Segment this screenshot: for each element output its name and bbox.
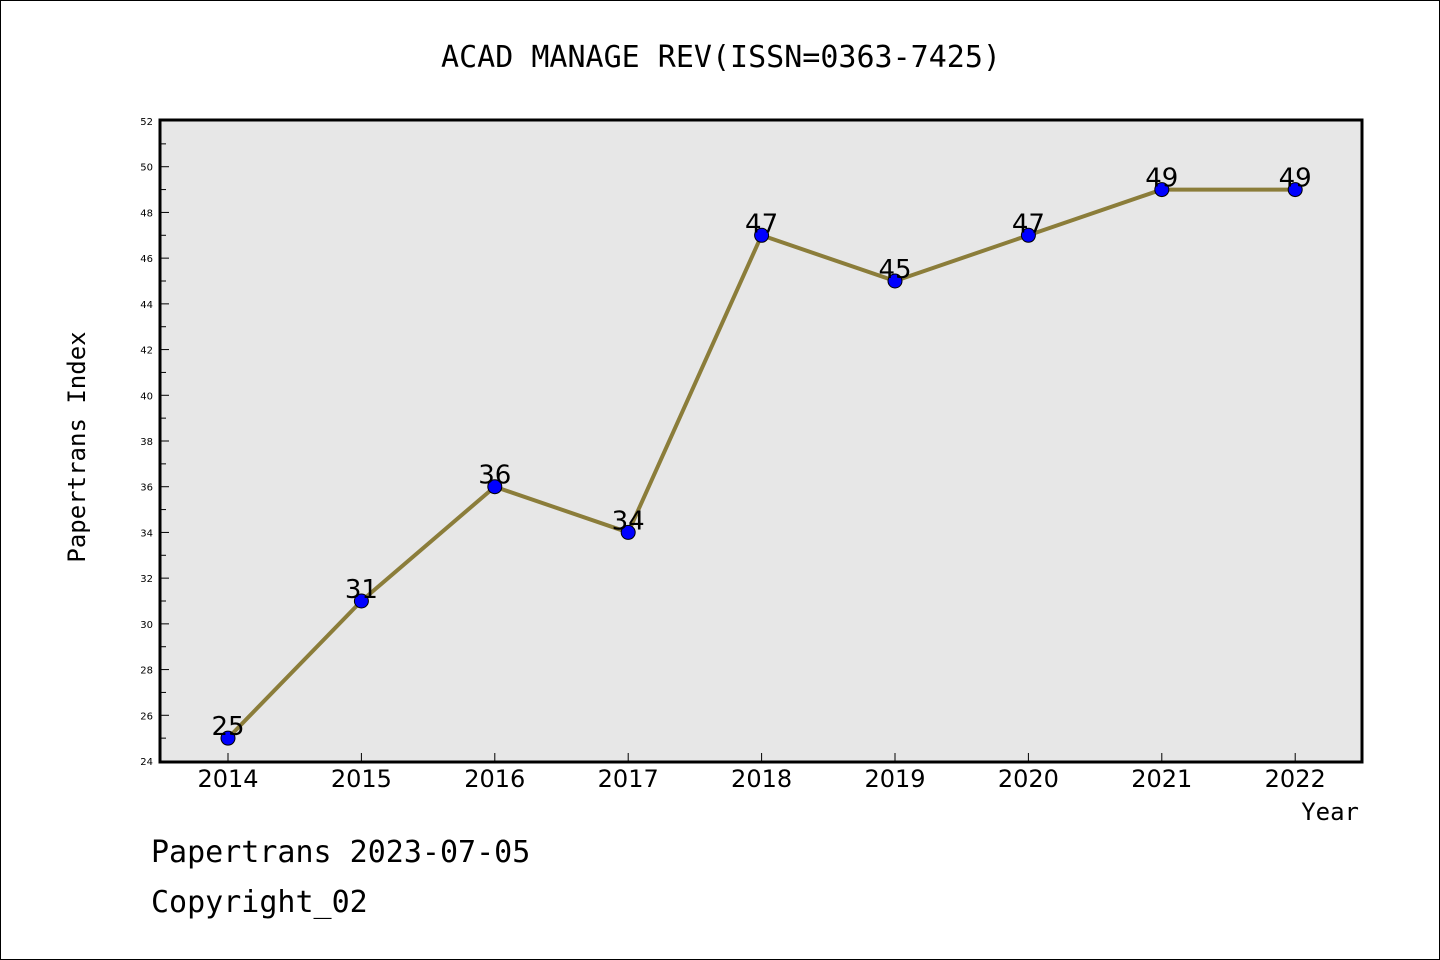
y-tick-label: 48 [140,208,153,219]
x-tick-label: 2021 [1131,765,1192,793]
y-tick-label: 24 [140,757,153,768]
data-point [754,227,770,243]
y-tick-label: 28 [140,666,153,677]
data-label: 45 [878,255,911,285]
data-point [220,730,236,746]
x-tick-label: 2022 [1265,765,1326,793]
y-axis-label: Papertrans Index [63,331,91,562]
y-tick-label: 30 [140,620,153,631]
y-axis-ticks: 24 26 28 30 32 34 36 38 40 42 44 46 48 50 52 [140,117,169,768]
data-point [1287,182,1303,198]
y-tick-label: 38 [140,437,153,448]
data-point [1020,227,1036,243]
x-tick-label: 2015 [331,765,392,793]
data-label: 49 [1279,164,1312,194]
data-label: 47 [1012,209,1045,239]
data-label: 31 [345,575,378,605]
data-label: 25 [211,712,244,742]
data-point [487,479,503,495]
data-point [620,524,636,540]
footer-copyright: Copyright_02 [151,885,368,920]
data-point [353,593,369,609]
y-tick-label: 40 [140,391,153,402]
y-tick-label: 42 [140,346,153,357]
y-tick-label: 34 [140,528,153,539]
y-tick-label: 32 [140,574,153,585]
x-axis-label: Year [1301,798,1359,826]
data-label: 34 [612,506,645,536]
y-tick-label: 52 [140,117,153,128]
chart-title: ACAD MANAGE REV(ISSN=0363-7425) [441,40,1001,75]
data-labels-group: 25 31 36 34 47 45 47 49 49 [211,164,1311,743]
series-group [220,182,1303,746]
x-axis-ticks: 2014 2015 2016 2017 2018 2019 2020 2021 2022 [197,753,1326,793]
plot-area [158,118,1364,764]
x-tick-label: 2014 [197,765,258,793]
data-point [887,273,903,289]
footer-date: Papertrans 2023-07-05 [151,835,531,870]
y-tick-label: 26 [140,711,153,722]
data-point [1154,182,1170,198]
x-tick-label: 2018 [731,765,792,793]
x-tick-label: 2017 [598,765,659,793]
x-tick-label: 2016 [464,765,525,793]
x-tick-label: 2020 [998,765,1059,793]
data-label: 36 [478,461,511,491]
data-label: 47 [745,209,778,239]
y-tick-label: 36 [140,483,153,494]
y-tick-label: 50 [140,163,153,174]
y-tick-label: 44 [140,300,153,311]
data-label: 49 [1145,164,1178,194]
y-tick-label: 46 [140,254,153,265]
x-tick-label: 2019 [864,765,925,793]
